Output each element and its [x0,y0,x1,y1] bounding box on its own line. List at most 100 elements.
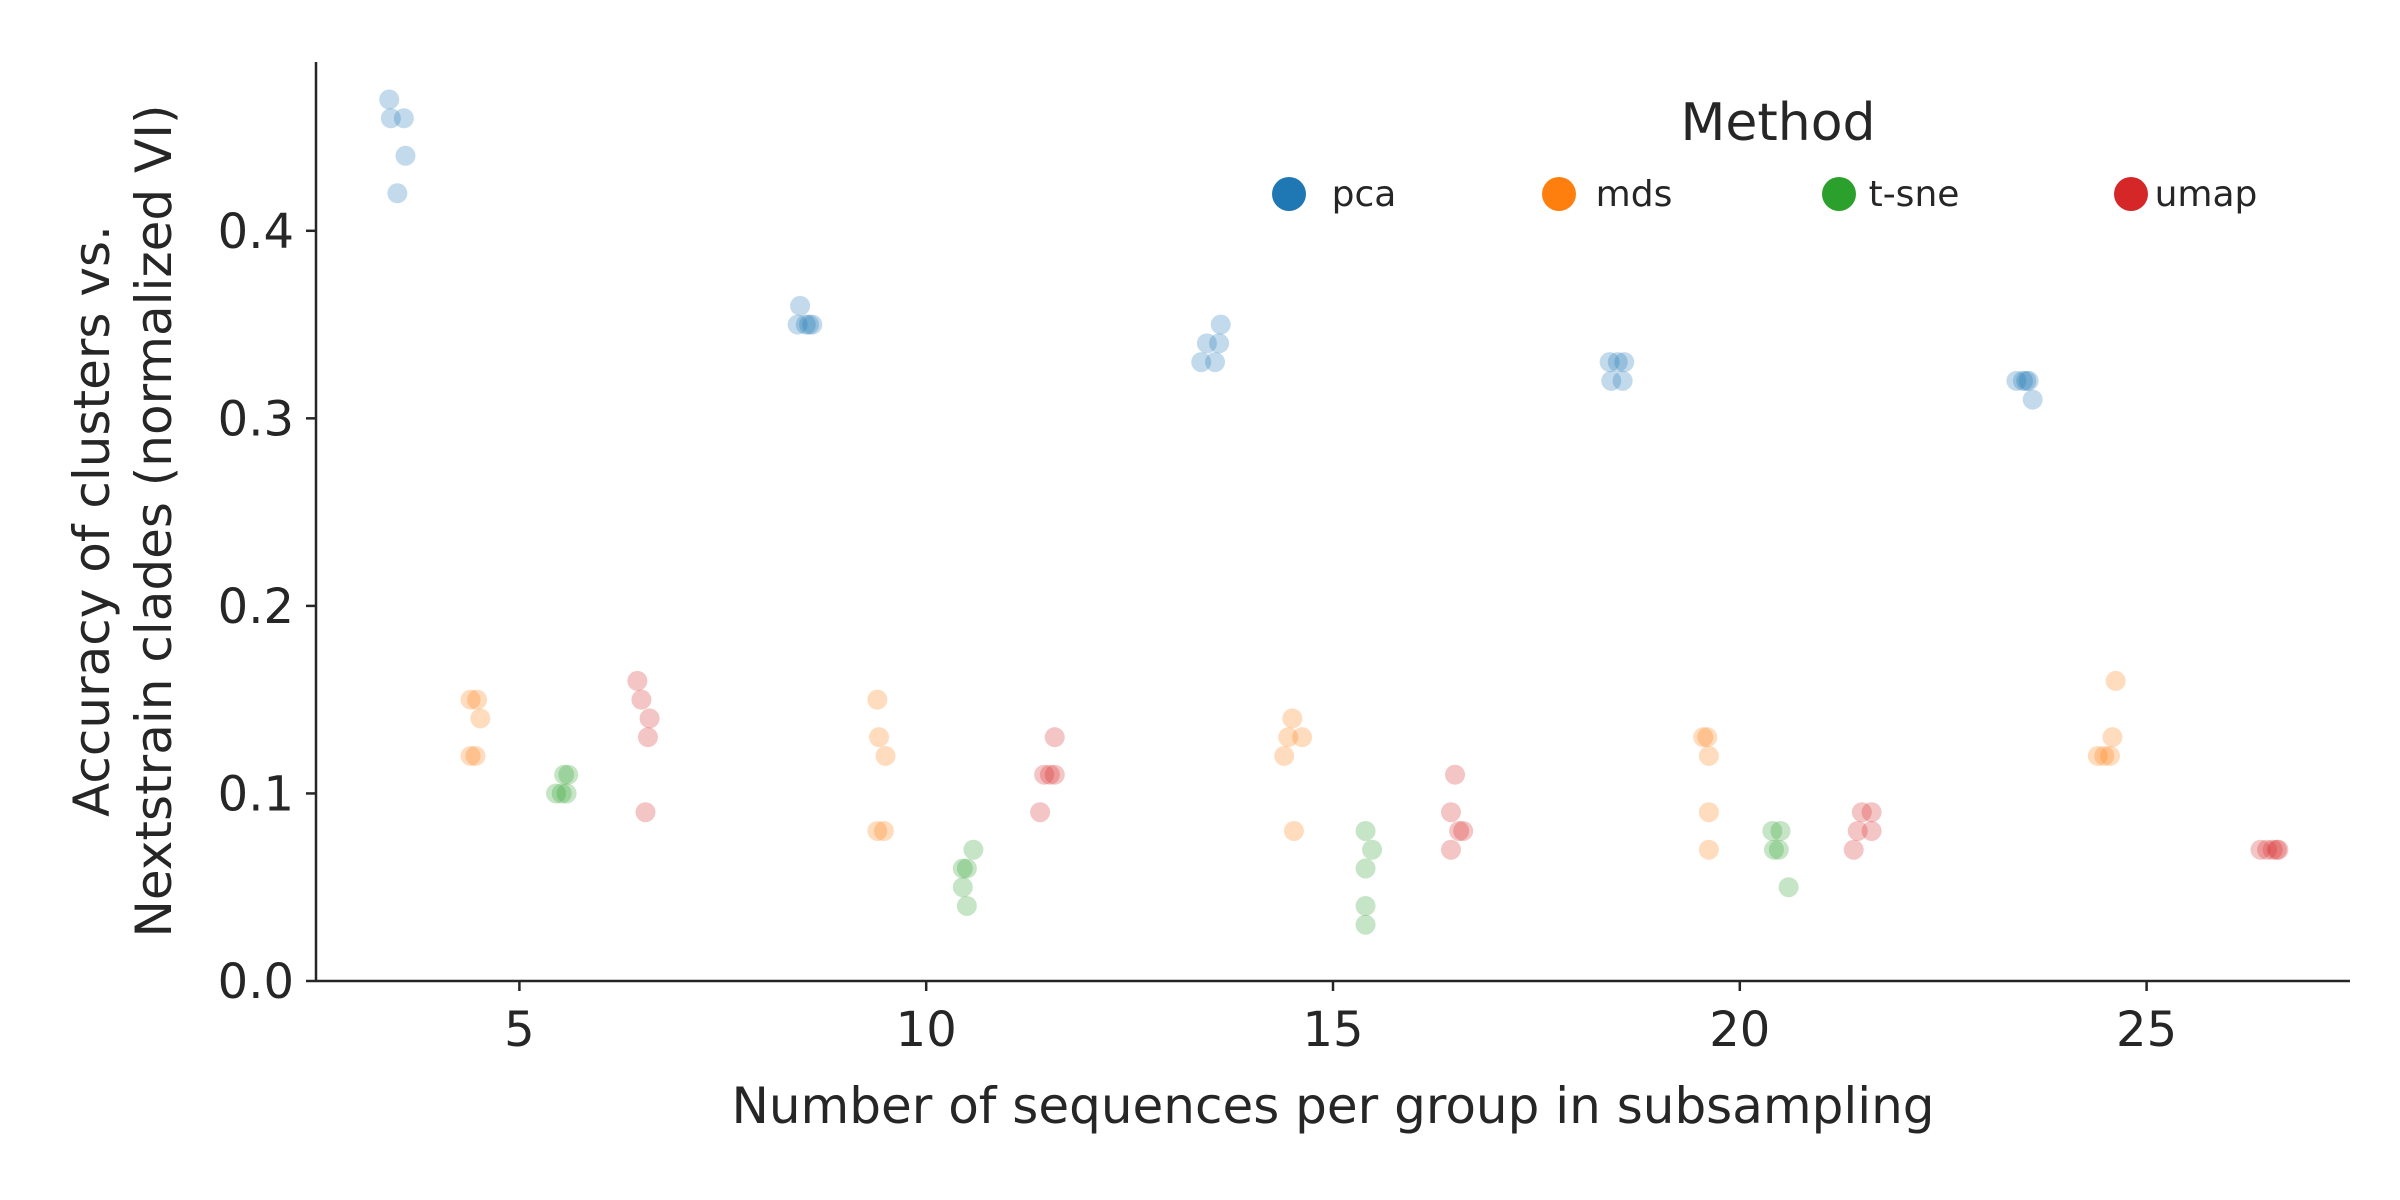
data-point-pca [2022,389,2043,410]
data-point-t-sne [551,783,572,804]
data-point-mds [867,820,888,841]
data-point-t-sne [952,858,973,879]
data-point-umap [637,727,658,748]
data-point-umap [1843,839,1864,860]
data-point-mds [2087,745,2108,766]
data-point-mds [1693,727,1714,748]
y-tick-label: 0.0 [218,954,294,1010]
data-point-mds [1698,839,1719,860]
data-point-umap [1034,764,1055,785]
data-point-pca [393,108,414,129]
data-point-t-sne [1763,839,1784,860]
x-tick-label: 10 [896,1002,957,1058]
data-point-pca [1607,352,1628,373]
data-point-umap [2250,839,2271,860]
legend-label-mds: mds [1596,174,1673,215]
data-point-pca [1209,333,1230,354]
data-point-mds [873,820,894,841]
data-point-pca [2016,370,2037,391]
data-point-mds [1274,745,1295,766]
data-point-t-sne [1355,914,1376,935]
data-point-mds [467,689,488,710]
data-point-t-sne [1762,820,1783,841]
data-point-umap [1044,764,1065,785]
data-point-umap [1445,764,1466,785]
data-point-mds [867,689,888,710]
y-tick-label: 0.3 [218,391,294,447]
data-point-umap [2268,839,2289,860]
data-point-umap [1440,802,1461,823]
data-point-t-sne [952,877,973,898]
legend-entries: pca mds t-sne umap [1272,174,2257,215]
data-point-umap [1861,802,1882,823]
data-point-umap [1851,802,1872,823]
data-point-pca [795,314,816,335]
data-point-pca [1612,370,1633,391]
data-point-umap [2262,839,2283,860]
data-point-t-sne [554,764,575,785]
y-axis-title-line-2: Nextstrain clades (normalized VI) [125,105,183,938]
data-point-umap [1847,820,1868,841]
data-point-t-sne [1355,858,1376,879]
data-point-pca [790,295,811,316]
data-point-mds [2099,745,2120,766]
data-point-mds [2105,670,2126,691]
data-point-pca [1196,333,1217,354]
data-point-umap [1861,820,1882,841]
data-point-umap [2257,839,2278,860]
data-point-pca [1599,352,1620,373]
data-point-pca [395,145,416,166]
data-point-mds [1278,727,1299,748]
data-point-pca [2006,370,2027,391]
data-point-t-sne [1355,820,1376,841]
data-point-umap [2266,839,2287,860]
data-point-pca [387,183,408,204]
data-point-t-sne [1355,895,1376,916]
data-point-t-sne [1362,839,1383,860]
data-point-umap [1453,820,1474,841]
legend-label-pca: pca [1332,174,1397,215]
x-axis-title: Number of sequences per group in subsamp… [731,1077,1934,1135]
data-point-pca [1205,352,1226,373]
data-point-mds [1698,802,1719,823]
data-point-t-sne [558,764,579,785]
data-point-umap [635,802,656,823]
data-point-mds [875,745,896,766]
y-axis-title-line-1: Accuracy of clusters vs. [63,225,121,817]
legend-label-umap: umap [2155,174,2258,215]
data-point-mds [470,708,491,729]
legend-marker-pca [1272,177,1306,211]
legend-marker-umap [2114,177,2148,211]
data-point-t-sne [956,895,977,916]
x-tick-label: 25 [2116,1002,2177,1058]
x-tick-label: 15 [1302,1002,1363,1058]
data-point-mds [465,745,486,766]
data-point-mds [2102,727,2123,748]
data-point-mds [1282,708,1303,729]
ticks-layer: 5 10 15 20 25 0.0 0.1 0.2 0.3 0.4 [218,204,2177,1058]
data-point-pca [380,108,401,129]
data-point-umap [631,689,652,710]
data-point-t-sne [956,858,977,879]
data-point-t-sne [546,783,567,804]
data-point-pca [1601,370,1622,391]
data-point-pca [379,89,400,110]
data-point-pca [1191,352,1212,373]
data-point-mds [1283,820,1304,841]
data-point-mds [1292,727,1313,748]
data-point-mds [1697,727,1718,748]
legend-label-t-sne: t-sne [1869,174,1960,215]
y-tick-label: 0.1 [218,766,294,822]
legend-marker-mds [1542,177,1576,211]
y-tick-label: 0.4 [218,204,294,260]
data-point-mds [460,689,481,710]
data-point-umap [1039,764,1060,785]
data-point-umap [1030,802,1051,823]
data-point-pca [1614,352,1635,373]
data-point-t-sne [963,839,984,860]
data-point-umap [1440,839,1461,860]
data-point-mds [460,745,481,766]
data-point-pca [799,314,820,335]
